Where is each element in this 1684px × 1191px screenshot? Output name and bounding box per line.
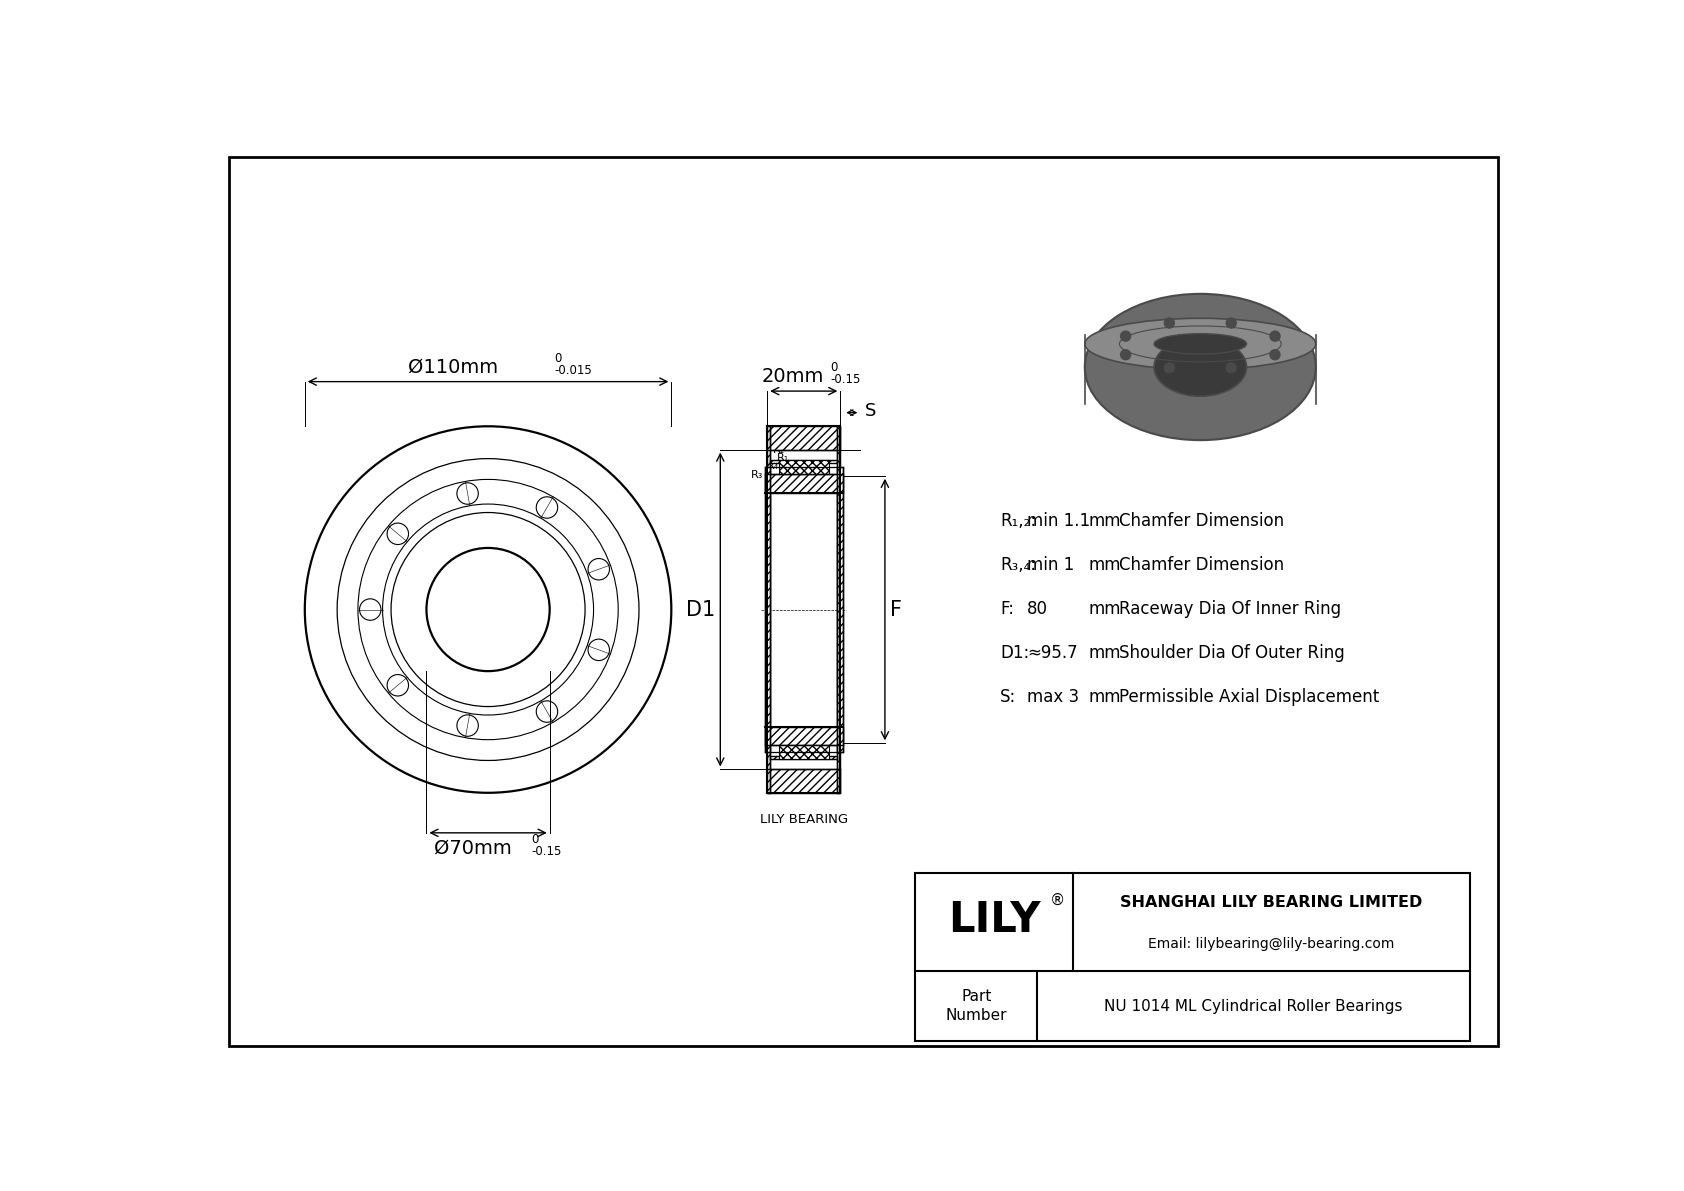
Text: mm: mm	[1088, 687, 1122, 705]
Polygon shape	[768, 425, 770, 793]
Polygon shape	[768, 425, 840, 450]
Text: Shoulder Dia Of Outer Ring: Shoulder Dia Of Outer Ring	[1120, 643, 1346, 662]
Text: R₁: R₁	[776, 453, 788, 463]
Polygon shape	[765, 727, 842, 744]
Circle shape	[1164, 318, 1174, 328]
Text: F:: F:	[1000, 600, 1014, 618]
Text: S:: S:	[1000, 687, 1017, 705]
Text: Email: lilybearing@lily-bearing.com: Email: lilybearing@lily-bearing.com	[1148, 937, 1394, 950]
Text: mm: mm	[1088, 643, 1122, 662]
Text: min 1.1: min 1.1	[1027, 512, 1090, 530]
Text: R₂: R₂	[773, 445, 785, 455]
Circle shape	[1270, 350, 1280, 360]
Polygon shape	[778, 744, 829, 760]
Text: LILY: LILY	[948, 899, 1041, 941]
Ellipse shape	[1154, 338, 1246, 397]
Circle shape	[1226, 363, 1236, 373]
Circle shape	[1270, 331, 1280, 341]
Polygon shape	[770, 460, 837, 463]
Text: ®: ®	[1049, 893, 1064, 908]
Text: 0: 0	[530, 833, 539, 846]
Text: R₄: R₄	[766, 461, 778, 472]
Ellipse shape	[1154, 333, 1246, 354]
Text: LILY BEARING: LILY BEARING	[759, 812, 847, 825]
Text: F: F	[891, 599, 903, 619]
Text: D1: D1	[685, 599, 716, 619]
Text: mm: mm	[1088, 600, 1122, 618]
Text: Ø110mm: Ø110mm	[408, 358, 498, 378]
Text: R₃: R₃	[751, 469, 763, 480]
Polygon shape	[770, 756, 837, 760]
Polygon shape	[778, 460, 829, 474]
Bar	[916, 873, 1470, 1041]
Text: R₃,₄:: R₃,₄:	[1000, 556, 1036, 574]
Text: Chamfer Dimension: Chamfer Dimension	[1120, 512, 1285, 530]
Text: -0.15: -0.15	[530, 846, 561, 859]
Ellipse shape	[1084, 318, 1315, 369]
Polygon shape	[837, 425, 840, 793]
Circle shape	[1164, 363, 1174, 373]
Text: D1:: D1:	[1000, 643, 1029, 662]
Circle shape	[1120, 350, 1130, 360]
Polygon shape	[765, 474, 842, 493]
Text: min 1: min 1	[1027, 556, 1074, 574]
Text: 80: 80	[1027, 600, 1047, 618]
Text: Raceway Dia Of Inner Ring: Raceway Dia Of Inner Ring	[1120, 600, 1342, 618]
Circle shape	[1226, 318, 1236, 328]
Ellipse shape	[1084, 294, 1315, 441]
Text: Chamfer Dimension: Chamfer Dimension	[1120, 556, 1285, 574]
Text: NU 1014 ML Cylindrical Roller Bearings: NU 1014 ML Cylindrical Roller Bearings	[1105, 998, 1403, 1014]
Text: R₁,₂:: R₁,₂:	[1000, 512, 1036, 530]
Text: -0.15: -0.15	[830, 374, 861, 386]
Text: Permissible Axial Displacement: Permissible Axial Displacement	[1120, 687, 1379, 705]
Text: Part
Number: Part Number	[945, 989, 1007, 1023]
Text: max 3: max 3	[1027, 687, 1079, 705]
Text: -0.015: -0.015	[554, 364, 593, 378]
Circle shape	[1120, 331, 1130, 341]
Text: 0: 0	[554, 351, 562, 364]
Text: Ø70mm: Ø70mm	[434, 838, 512, 858]
Polygon shape	[765, 467, 770, 753]
Text: mm: mm	[1088, 512, 1122, 530]
Text: S: S	[866, 403, 876, 420]
Polygon shape	[768, 769, 840, 793]
Text: 20mm: 20mm	[761, 367, 823, 386]
Text: ≈95.7: ≈95.7	[1027, 643, 1078, 662]
Text: 0: 0	[830, 361, 839, 374]
Text: SHANGHAI LILY BEARING LIMITED: SHANGHAI LILY BEARING LIMITED	[1120, 894, 1423, 910]
Polygon shape	[837, 467, 842, 753]
Text: mm: mm	[1088, 556, 1122, 574]
